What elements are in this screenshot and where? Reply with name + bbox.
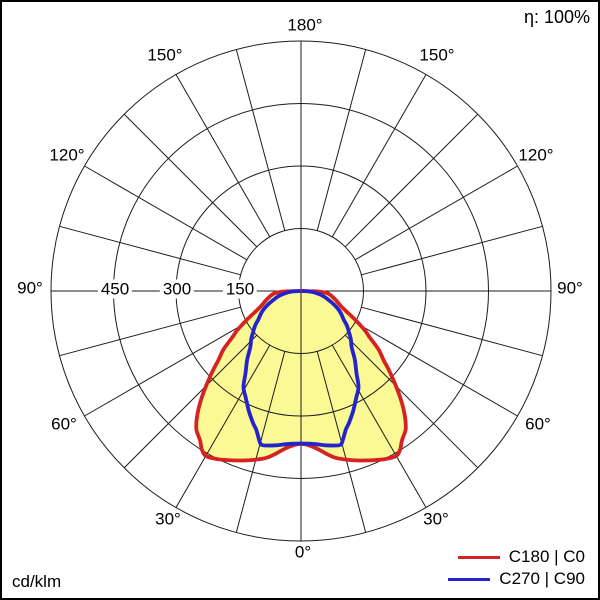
unit-label: cd/klm [12, 572, 62, 591]
angle-label-150-right: 150° [419, 45, 455, 65]
grid-spoke [361, 306, 543, 357]
angle-label-60-right: 60° [525, 414, 551, 434]
grid-spoke [354, 165, 518, 261]
ring-label-450: 450 [97, 279, 133, 299]
grid-spoke [123, 334, 258, 469]
angle-label-90-left: 90° [17, 278, 43, 298]
legend: C180 | C0 C270 | C90 [448, 547, 585, 588]
grid-spoke [235, 49, 286, 231]
grid-spoke [59, 306, 241, 357]
angle-label-120-right: 120° [518, 145, 554, 165]
angle-label-30-right: 30° [423, 509, 449, 529]
grid-spoke [84, 165, 248, 261]
ring-label-150: 150 [222, 279, 258, 299]
ring-label-300: 300 [159, 279, 195, 299]
legend-item-c180-c0: C180 | C0 [457, 547, 585, 566]
grid-spoke [84, 321, 248, 417]
legend-label-c270-c90: C270 | C90 [499, 569, 585, 588]
legend-label-c180-c0: C180 | C0 [508, 547, 585, 566]
grid-spoke [175, 344, 271, 508]
grid-spoke [344, 113, 479, 248]
angle-label-30-left: 30° [155, 509, 181, 529]
curve-c270-c90 [241, 289, 361, 448]
angle-label-120-left: 120° [49, 145, 85, 165]
angle-label-150-left: 150° [147, 45, 183, 65]
angle-label-90-right: 90° [557, 278, 583, 298]
legend-line-blue-icon [448, 577, 491, 581]
grid-spoke [331, 344, 427, 508]
grid-spoke [123, 113, 258, 248]
legend-item-c270-c90: C270 | C90 [448, 569, 585, 588]
grid-spoke [344, 334, 479, 469]
grid-spoke [354, 321, 518, 417]
angle-label-180: 180° [287, 15, 323, 35]
legend-line-red-icon [457, 555, 500, 559]
grid-spoke [361, 225, 543, 276]
grid-spoke [175, 74, 271, 238]
efficiency-label: η: 100% [523, 7, 590, 27]
grid-spoke [59, 225, 241, 276]
angle-label-60-left: 60° [51, 414, 77, 434]
grid-spoke [331, 74, 427, 238]
angle-label-0: 0° [294, 542, 312, 562]
grid-spoke [316, 49, 367, 231]
